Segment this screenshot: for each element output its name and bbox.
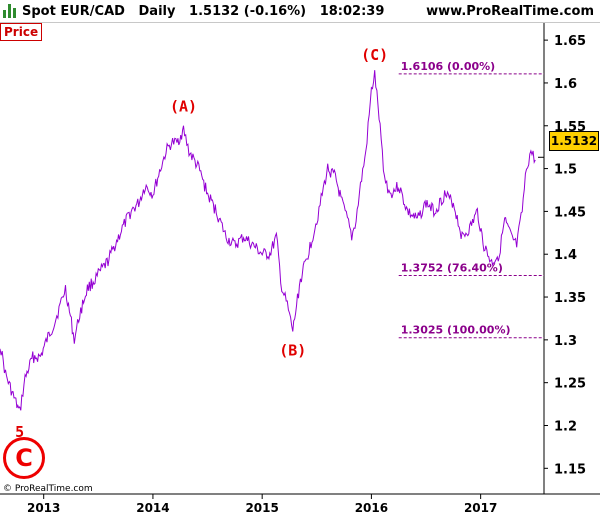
quote-time: 18:02:39 <box>319 4 385 19</box>
fib-level-label: 1.6106 (0.00%) <box>401 60 496 73</box>
current-price-marker: 1.5132 <box>549 131 599 151</box>
wave-circle-label: C <box>3 437 45 479</box>
y-tick-label: 1.15 <box>554 462 586 477</box>
instrument-summary: Spot EUR/CAD Daily 1.5132 (-0.16%) 18:02… <box>22 4 384 19</box>
price-panel-tag[interactable]: Price <box>0 23 43 41</box>
x-tick-label: 2013 <box>27 501 60 515</box>
candlestick-logo-icon <box>3 4 16 18</box>
y-tick-label: 1.65 <box>554 34 586 49</box>
site-url: www.ProRealTime.com <box>426 4 594 19</box>
x-tick-label: 2016 <box>355 501 388 515</box>
price-change: (-0.16%) <box>243 4 307 19</box>
price-series-line <box>0 70 536 411</box>
y-tick-label: 1.2 <box>554 419 577 434</box>
y-tick-label: 1.45 <box>554 205 586 220</box>
fib-level-label: 1.3752 (76.40%) <box>401 261 503 274</box>
fib-level-label: 1.3025 (100.00%) <box>401 324 511 337</box>
wave-label: (A) <box>170 97 197 115</box>
wave-label: (B) <box>279 342 306 360</box>
y-tick-label: 1.5 <box>554 163 577 178</box>
y-tick-label: 1.35 <box>554 291 586 306</box>
y-tick-label: 1.25 <box>554 377 586 392</box>
timeframe: Daily <box>138 4 176 19</box>
wave-label: (C) <box>361 46 388 64</box>
wave-label: 5 <box>15 423 24 441</box>
last-price: 1.5132 <box>189 4 240 19</box>
y-tick-label: 1.6 <box>554 77 577 92</box>
instrument-name: Spot EUR/CAD <box>22 4 125 19</box>
plot-area <box>0 23 544 494</box>
x-tick-label: 2017 <box>464 501 497 515</box>
x-tick-label: 2014 <box>136 501 169 515</box>
y-tick-label: 1.4 <box>554 248 577 263</box>
chart-header: Spot EUR/CAD Daily 1.5132 (-0.16%) 18:02… <box>0 0 600 23</box>
y-tick-label: 1.3 <box>554 334 577 349</box>
x-tick-label: 2015 <box>245 501 278 515</box>
copyright-text: © ProRealTime.com <box>3 484 93 494</box>
